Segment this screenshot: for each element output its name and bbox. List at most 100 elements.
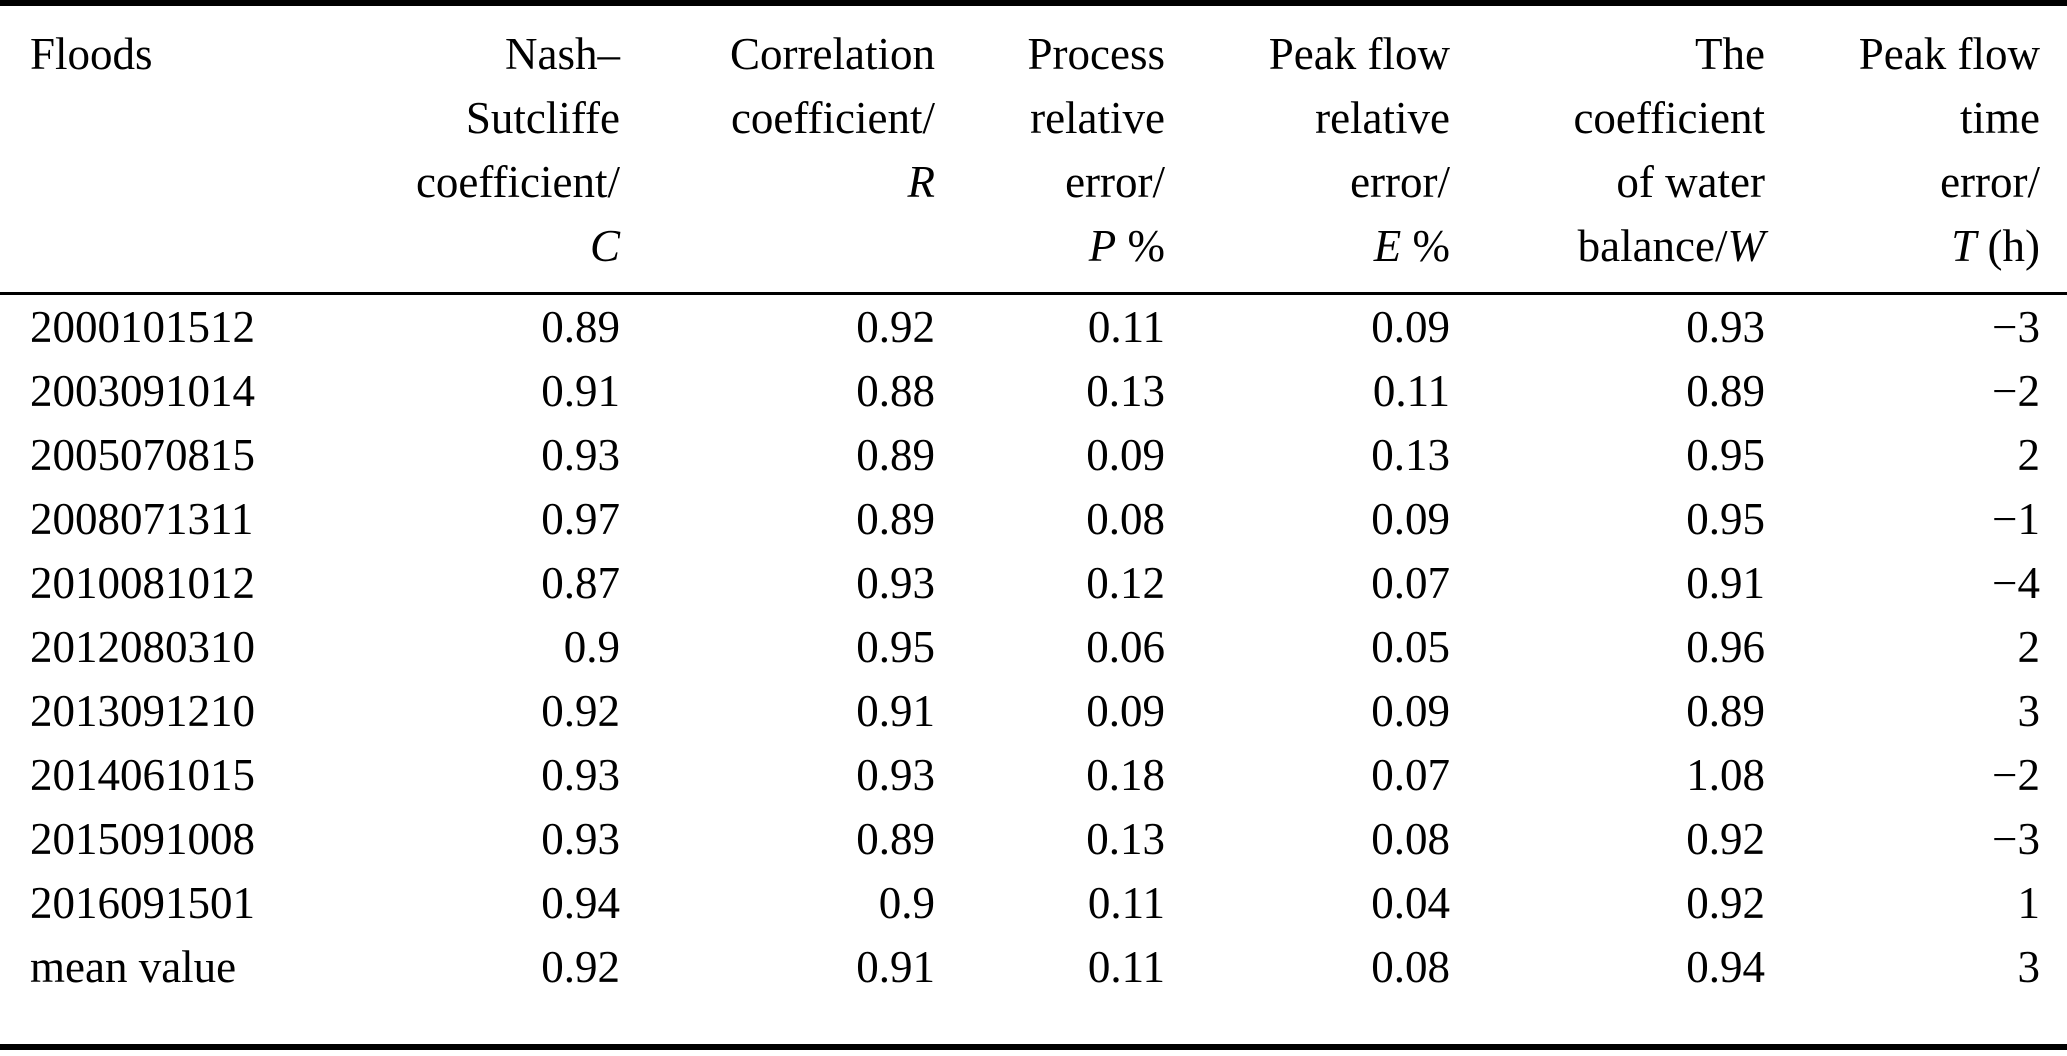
metric-value-cell: −3 [1992, 814, 2040, 864]
header-row: Floods Nash– Sutcliffe coefficient/ C Co… [0, 3, 2067, 295]
metric-value-cell: 0.93 [856, 558, 935, 608]
header-symbol-suffix: % [1401, 221, 1451, 271]
column-header-floods: Floods [0, 3, 377, 295]
metric-value-cell: 0.09 [1086, 686, 1165, 736]
metric-value-cell: 1.08 [1686, 750, 1765, 800]
header-line: error/ [1940, 157, 2040, 207]
metric-value-cell: 0.13 [1086, 814, 1165, 864]
flood-id-cell: 2008071311 [30, 494, 254, 544]
metric-value-cell: 2 [2017, 430, 2041, 480]
metric-value-cell: 0.92 [1686, 878, 1765, 928]
table-row: mean value 0.92 0.91 0.11 0.08 0.94 3 [0, 935, 2067, 1047]
metric-value-cell: 0.07 [1371, 558, 1450, 608]
metric-value-cell: 0.91 [856, 942, 935, 992]
flood-id-cell: 2010081012 [30, 558, 255, 608]
header-symbol-suffix: (h) [1976, 221, 2040, 271]
header-symbol-line: C [377, 214, 620, 278]
metric-value-cell: 0.95 [856, 622, 935, 672]
table-row: 2008071311 0.97 0.89 0.08 0.09 0.95 −1 [0, 487, 2067, 551]
table-row: 2013091210 0.92 0.91 0.09 0.09 0.89 3 [0, 679, 2067, 743]
table-header: Floods Nash– Sutcliffe coefficient/ C Co… [0, 3, 2067, 295]
metric-value-cell: 0.11 [1087, 878, 1165, 928]
metric-value-cell: 0.92 [856, 302, 935, 352]
header-symbol-line: T (h) [1765, 214, 2040, 278]
variable-symbol: C [589, 221, 620, 271]
header-line: Peak flow [1268, 29, 1450, 79]
metric-value-cell: 0.92 [1686, 814, 1765, 864]
flood-id-cell: 2015091008 [30, 814, 255, 864]
metric-value-cell: 0.89 [541, 302, 620, 352]
metric-value-cell: 0.09 [1371, 494, 1450, 544]
metric-value-cell: 0.95 [1686, 494, 1765, 544]
metric-value-cell: 0.08 [1371, 942, 1450, 992]
metric-value-cell: −1 [1992, 494, 2040, 544]
variable-symbol: P [1088, 221, 1117, 271]
metric-value-cell: 0.91 [856, 686, 935, 736]
variable-symbol: E [1373, 221, 1402, 271]
header-line: error/ [1065, 157, 1165, 207]
table-body: 2000101512 0.89 0.92 0.11 0.09 0.93 −3 20030910… [0, 294, 2067, 1048]
header-line: Sutcliffe [465, 93, 620, 143]
metric-value-cell: 0.96 [1686, 622, 1765, 672]
column-header-peak-flow-time-error: Peak flow time error/ T (h) [1765, 3, 2067, 295]
flood-id-cell: 2016091501 [30, 878, 255, 928]
header-line: of water [1616, 157, 1765, 207]
header-line: Process [1027, 29, 1165, 79]
metric-value-cell: 0.07 [1371, 750, 1450, 800]
column-header-water-balance: The coefficient of water balance/W [1450, 3, 1765, 295]
flood-id-cell: 2012080310 [30, 622, 255, 672]
metric-value-cell: 0.95 [1686, 430, 1765, 480]
column-header-peak-flow-relative-error: Peak flow relative error/ E % [1165, 3, 1450, 295]
flood-id-cell: 2014061015 [30, 750, 255, 800]
header-symbol-line: R [620, 150, 936, 214]
metric-value-cell: −3 [1992, 302, 2040, 352]
metric-value-cell: 0.18 [1086, 750, 1165, 800]
variable-symbol: R [907, 157, 936, 207]
flood-id-cell: 2013091210 [30, 686, 255, 736]
header-line: error/ [1350, 157, 1450, 207]
variable-symbol: T [1951, 221, 1977, 271]
flood-id-cell: 2003091014 [30, 366, 255, 416]
metric-value-cell: 0.09 [1086, 430, 1165, 480]
metric-value-cell: 0.11 [1372, 366, 1450, 416]
metric-value-cell: 0.05 [1371, 622, 1450, 672]
header-line: coefficient/ [730, 93, 935, 143]
column-header-process-relative-error: Process relative error/ P % [935, 3, 1166, 295]
column-header-correlation: Correlation coefficient/ R [620, 3, 936, 295]
flood-id-cell: mean value [30, 942, 237, 992]
metric-value-cell: 0.11 [1087, 942, 1165, 992]
header-line: Floods [30, 29, 153, 79]
metric-value-cell: 0.08 [1086, 494, 1165, 544]
metric-value-cell: 0.89 [856, 494, 935, 544]
metric-value-cell: 0.09 [1371, 302, 1450, 352]
variable-symbol: W [1727, 221, 1766, 271]
metric-value-cell: 0.06 [1086, 622, 1165, 672]
metric-value-cell: 0.09 [1371, 686, 1450, 736]
metric-value-cell: 1 [2017, 878, 2041, 928]
header-line: coefficient/ [415, 157, 620, 207]
metric-value-cell: 0.92 [541, 686, 620, 736]
metric-value-cell: 3 [2017, 686, 2041, 736]
metric-value-cell: 0.08 [1371, 814, 1450, 864]
header-line: Correlation [730, 29, 935, 79]
metric-value-cell: 0.13 [1086, 366, 1165, 416]
column-header-nash-sutcliffe: Nash– Sutcliffe coefficient/ C [377, 3, 620, 295]
metric-value-cell: 0.94 [541, 878, 620, 928]
header-line: relative [1030, 93, 1165, 143]
header-symbol-line: balance/W [1450, 214, 1765, 278]
header-line: Nash– [505, 29, 620, 79]
flood-id-cell: 2000101512 [30, 302, 255, 352]
table-row: 2014061015 0.93 0.93 0.18 0.07 1.08 −2 [0, 743, 2067, 807]
header-symbol-prefix: balance/ [1577, 221, 1728, 271]
metric-value-cell: 0.13 [1371, 430, 1450, 480]
metric-value-cell: 0.04 [1371, 878, 1450, 928]
header-line: coefficient [1573, 93, 1765, 143]
header-line: Peak flow [1858, 29, 2040, 79]
metric-value-cell: 0.89 [856, 430, 935, 480]
table-row: 2010081012 0.87 0.93 0.12 0.07 0.91 −4 [0, 551, 2067, 615]
header-symbol-line: E % [1165, 214, 1450, 278]
metric-value-cell: 3 [2017, 942, 2041, 992]
metric-value-cell: 0.93 [541, 750, 620, 800]
header-symbol-suffix: % [1116, 221, 1166, 271]
